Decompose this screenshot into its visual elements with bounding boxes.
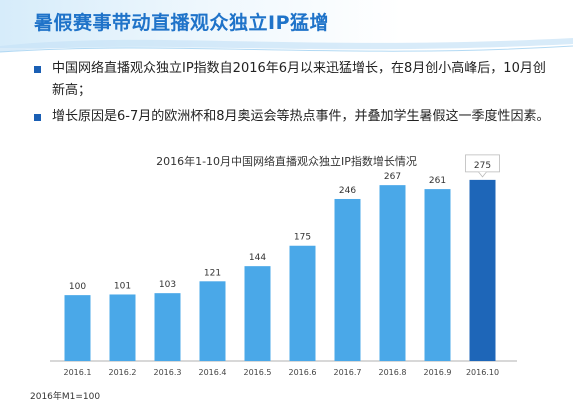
bullet-square-icon <box>34 66 41 73</box>
x-tick-label: 2016.5 <box>244 368 272 377</box>
x-tick-label: 2016.10 <box>466 368 499 377</box>
bar <box>244 266 271 361</box>
bar <box>289 245 316 361</box>
bar <box>469 179 496 361</box>
x-tick-label: 2016.2 <box>109 368 137 377</box>
chart-title: 2016年1-10月中国网络直播观众独立IP指数增长情况 <box>156 155 417 168</box>
bar <box>154 293 181 361</box>
header-band <box>0 0 573 48</box>
data-label: 175 <box>294 233 311 243</box>
x-tick-label: 2016.9 <box>424 368 452 377</box>
data-label: 101 <box>114 281 131 291</box>
data-label: 121 <box>204 268 221 278</box>
data-label: 275 <box>474 161 491 171</box>
bar <box>109 294 136 361</box>
header-decoration <box>0 38 573 53</box>
data-label: 144 <box>249 253 266 263</box>
bar <box>334 198 361 361</box>
bar <box>424 189 451 361</box>
bullet-item: 中国网络直播观众独立IP指数自2016年6月以来迅猛增长，在8月创小高峰后，10… <box>30 58 550 102</box>
bar <box>64 295 91 361</box>
data-label: 103 <box>159 280 176 290</box>
bullet-list: 中国网络直播观众独立IP指数自2016年6月以来迅猛增长，在8月创小高峰后，10… <box>30 58 550 128</box>
data-label: 261 <box>429 176 446 186</box>
data-label: 267 <box>384 172 401 182</box>
callout-pointer <box>478 171 487 178</box>
page-title: 暑假赛事带动直播观众独立IP猛增 <box>34 12 329 34</box>
bullet-text: 增长原因是6-7月的欧洲杯和8月奥运会等热点事件，并叠加学生暑假这一季度性因素。 <box>52 109 550 124</box>
x-tick-label: 2016.1 <box>64 368 92 377</box>
footnote: 2016年M1=100 <box>30 392 101 402</box>
x-tick-label: 2016.8 <box>379 368 407 377</box>
x-tick-label: 2016.3 <box>154 368 182 377</box>
x-tick-label: 2016.6 <box>289 368 317 377</box>
x-tick-label: 2016.7 <box>334 368 362 377</box>
bar <box>199 281 226 361</box>
bar <box>379 185 406 361</box>
x-tick-label: 2016.4 <box>199 368 227 377</box>
data-label: 100 <box>69 282 86 292</box>
bullet-square-icon <box>34 114 41 121</box>
bullet-item: 增长原因是6-7月的欧洲杯和8月奥运会等热点事件，并叠加学生暑假这一季度性因素。 <box>30 106 550 128</box>
data-label: 246 <box>339 186 356 196</box>
bullet-text: 中国网络直播观众独立IP指数自2016年6月以来迅猛增长，在8月创小高峰后，10… <box>52 61 546 98</box>
